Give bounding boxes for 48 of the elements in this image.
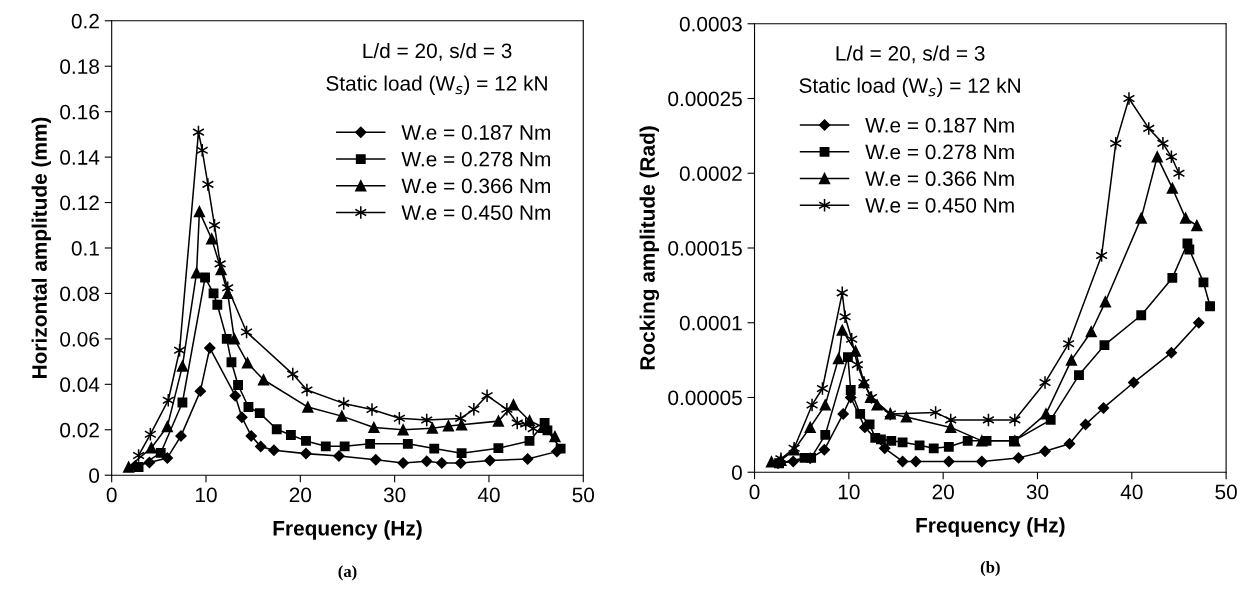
y-tick-label: 0.02 bbox=[60, 422, 99, 438]
y-tick-label: 0.00005 bbox=[668, 390, 742, 406]
annotation: L/d = 20, s/d = 3 bbox=[836, 45, 985, 64]
x-tick-label: 10 bbox=[838, 484, 860, 500]
y-tick-label: 0.0003 bbox=[679, 16, 742, 32]
x-axis-title: Frequency (Hz) bbox=[916, 517, 1065, 537]
x-tick-label: 10 bbox=[196, 487, 217, 503]
y-tick-label: 0 bbox=[89, 468, 100, 483]
x-tick-label: 50 bbox=[572, 487, 595, 503]
x-tick-label: 40 bbox=[477, 487, 500, 503]
x-tick-label: 20 bbox=[289, 487, 312, 503]
text: (a) bbox=[338, 565, 357, 581]
y-tick-label: 0.04 bbox=[60, 377, 100, 393]
legend-label: W.e = 0.278 Nm bbox=[401, 151, 550, 167]
legend-label: W.e = 0.450 Nm bbox=[401, 205, 550, 220]
x-tick-label: 0 bbox=[106, 487, 117, 503]
legend-label: W.e = 0.187 Nm bbox=[865, 117, 1014, 133]
text: (b) bbox=[980, 561, 1000, 577]
legend-label: W.e = 0.366 Nm bbox=[401, 178, 550, 194]
legend-label: W.e = 0.187 Nm bbox=[401, 125, 550, 140]
legend-label: W.e = 0.278 Nm bbox=[865, 144, 1014, 160]
y-tick-label: 0.2 bbox=[71, 13, 99, 29]
x-axis-title: Frequency (Hz) bbox=[273, 520, 422, 540]
x-tick-label: 30 bbox=[383, 487, 406, 503]
y-tick-label: 0.00025 bbox=[668, 91, 742, 107]
y-tick-label: 0.16 bbox=[60, 104, 99, 120]
annotation: Static load (W$_{s}$) = 12 kN bbox=[326, 75, 547, 95]
y-tick-label: 0.1 bbox=[71, 241, 99, 256]
y-tick-label: 0.0001 bbox=[679, 315, 742, 331]
x-tick-label: 40 bbox=[1120, 484, 1143, 500]
legend-label: W.e = 0.450 Nm bbox=[865, 197, 1014, 213]
y-axis-title: Horizontal amplitude (mm) bbox=[31, 117, 52, 378]
x-tick-label: 20 bbox=[932, 484, 954, 500]
y-tick-label: 0.14 bbox=[60, 150, 100, 165]
y-axis-title: Rocking amplitude (Rad) bbox=[639, 126, 660, 370]
annotation: L/d = 20, s/d = 3 bbox=[363, 42, 512, 61]
y-tick-label: 0.06 bbox=[60, 331, 99, 347]
y-tick-label: 0.18 bbox=[60, 59, 99, 74]
y-tick-label: 0.0002 bbox=[679, 166, 742, 181]
x-tick-label: 0 bbox=[749, 484, 760, 500]
x-tick-label: 50 bbox=[1215, 484, 1237, 500]
y-tick-label: 0.12 bbox=[60, 195, 99, 211]
x-tick-label: 30 bbox=[1026, 484, 1049, 500]
y-tick-label: 0 bbox=[731, 465, 742, 480]
legend-label: W.e = 0.366 Nm bbox=[865, 171, 1014, 187]
y-tick-label: 0.00015 bbox=[668, 241, 742, 256]
y-tick-label: 0.08 bbox=[60, 286, 99, 302]
annotation: Static load (W$_{s}$) = 12 kN bbox=[799, 77, 1020, 98]
